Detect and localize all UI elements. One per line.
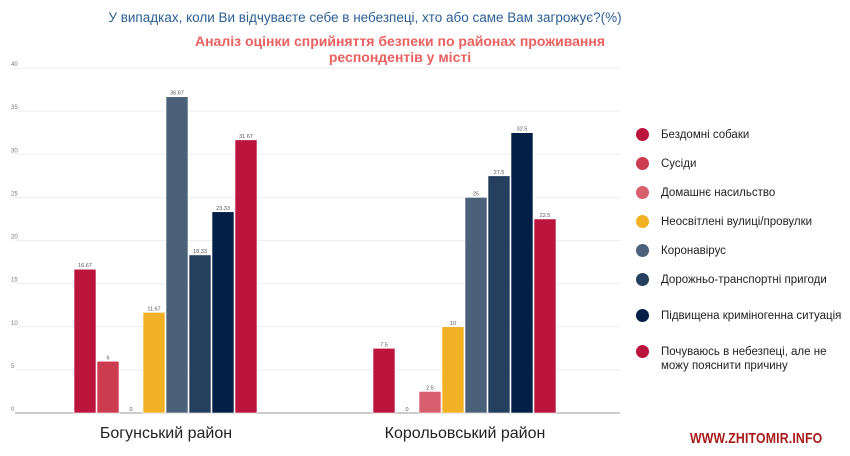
chart-subtitle: Аналіз оцінки сприйняття безпеки по райо…	[180, 33, 620, 65]
legend-item: Підвищена криміногенна ситуація	[636, 309, 841, 323]
data-label: 31.67	[239, 134, 253, 140]
bar	[234, 139, 258, 414]
bar	[73, 268, 97, 414]
legend-item: Почуваюсь в небезпеці, але не можу поясн…	[636, 345, 846, 373]
legend-label: Підвищена криміногенна ситуація	[661, 310, 842, 322]
data-label: 27.5	[494, 170, 505, 176]
legend-item: Коронавірус	[636, 244, 726, 258]
data-label: 32.5	[517, 127, 528, 133]
legend-item: Домашнє насильство	[636, 186, 775, 200]
y-tick-label: 30	[11, 148, 18, 154]
legend-label: Домашнє насильство	[661, 187, 776, 199]
data-label: 7.5	[380, 342, 388, 348]
y-tick-label: 10	[11, 321, 18, 327]
data-label: 6	[106, 355, 109, 361]
legend-swatch-icon	[636, 215, 649, 228]
bar	[487, 175, 511, 414]
data-label: 10	[450, 321, 456, 327]
legend-swatch-icon	[636, 309, 649, 322]
bar	[372, 348, 396, 414]
data-label: 18.33	[193, 249, 207, 255]
y-tick-label: 35	[11, 105, 18, 111]
legend-swatch-icon	[636, 157, 649, 170]
bar	[510, 132, 534, 414]
legend-label: Сусіди	[661, 158, 697, 170]
legend-item: Бездомні собаки	[636, 128, 749, 142]
bar	[533, 218, 557, 414]
legend-label: Бездомні собаки	[661, 129, 750, 141]
bar	[464, 197, 488, 414]
legend-item: Сусіди	[636, 157, 696, 171]
data-label: 11.67	[147, 306, 160, 312]
y-tick-label: 15	[11, 278, 18, 284]
y-tick-label: 40	[11, 62, 18, 68]
data-label: 0	[129, 407, 132, 413]
chart-title: У випадках, коли Ви відчуваєте себе в не…	[108, 10, 622, 25]
legend-label: Дорожньо-транспортні пригоди	[661, 274, 827, 286]
subtitle-line-2: респондентів у місті	[328, 49, 472, 65]
x-category-label: Корольовський район	[385, 425, 546, 442]
bar	[165, 96, 189, 414]
data-label: 23.33	[216, 206, 230, 212]
legend-item: Дорожньо-транспортні пригоди	[636, 273, 827, 287]
y-tick-label: 25	[11, 191, 18, 197]
bar-chart: 0 5 10 15 20 25 30 35 40 16.67 6 0 11.67 36.67 18.33 23…	[11, 62, 620, 442]
data-label: 16.67	[78, 263, 92, 269]
bar	[441, 326, 465, 414]
bar	[211, 211, 235, 414]
watermark: WWW.ZHITOMIR.INFO	[690, 430, 823, 447]
bar	[142, 312, 166, 414]
y-tick-label: 5	[11, 364, 15, 370]
bar	[188, 254, 212, 414]
data-label: 22.5	[540, 213, 551, 219]
legend-swatch-icon	[636, 345, 649, 358]
x-category-label: Богунський район	[100, 425, 232, 442]
bar	[96, 360, 120, 414]
legend-label: Неосвітлені вулиці/провулки	[661, 216, 813, 228]
data-label: 36.67	[170, 91, 184, 97]
y-tick-label: 0	[11, 407, 15, 413]
legend-label: Почуваюсь в небезпеці, але не можу поясн…	[661, 346, 827, 372]
legend-label: Коронавірус	[661, 245, 726, 257]
legend-swatch-icon	[636, 128, 649, 141]
legend-swatch-icon	[636, 186, 649, 199]
legend-item: Неосвітлені вулиці/провулки	[636, 215, 812, 229]
y-tick-label: 20	[11, 235, 18, 241]
legend-swatch-icon	[636, 273, 649, 286]
data-label: 2.5	[426, 385, 434, 391]
data-label: 25	[473, 191, 479, 197]
data-label: 0	[405, 407, 408, 413]
subtitle-line-1: Аналіз оцінки сприйняття безпеки по райо…	[194, 33, 606, 49]
legend-swatch-icon	[636, 244, 649, 257]
bar	[418, 391, 442, 414]
